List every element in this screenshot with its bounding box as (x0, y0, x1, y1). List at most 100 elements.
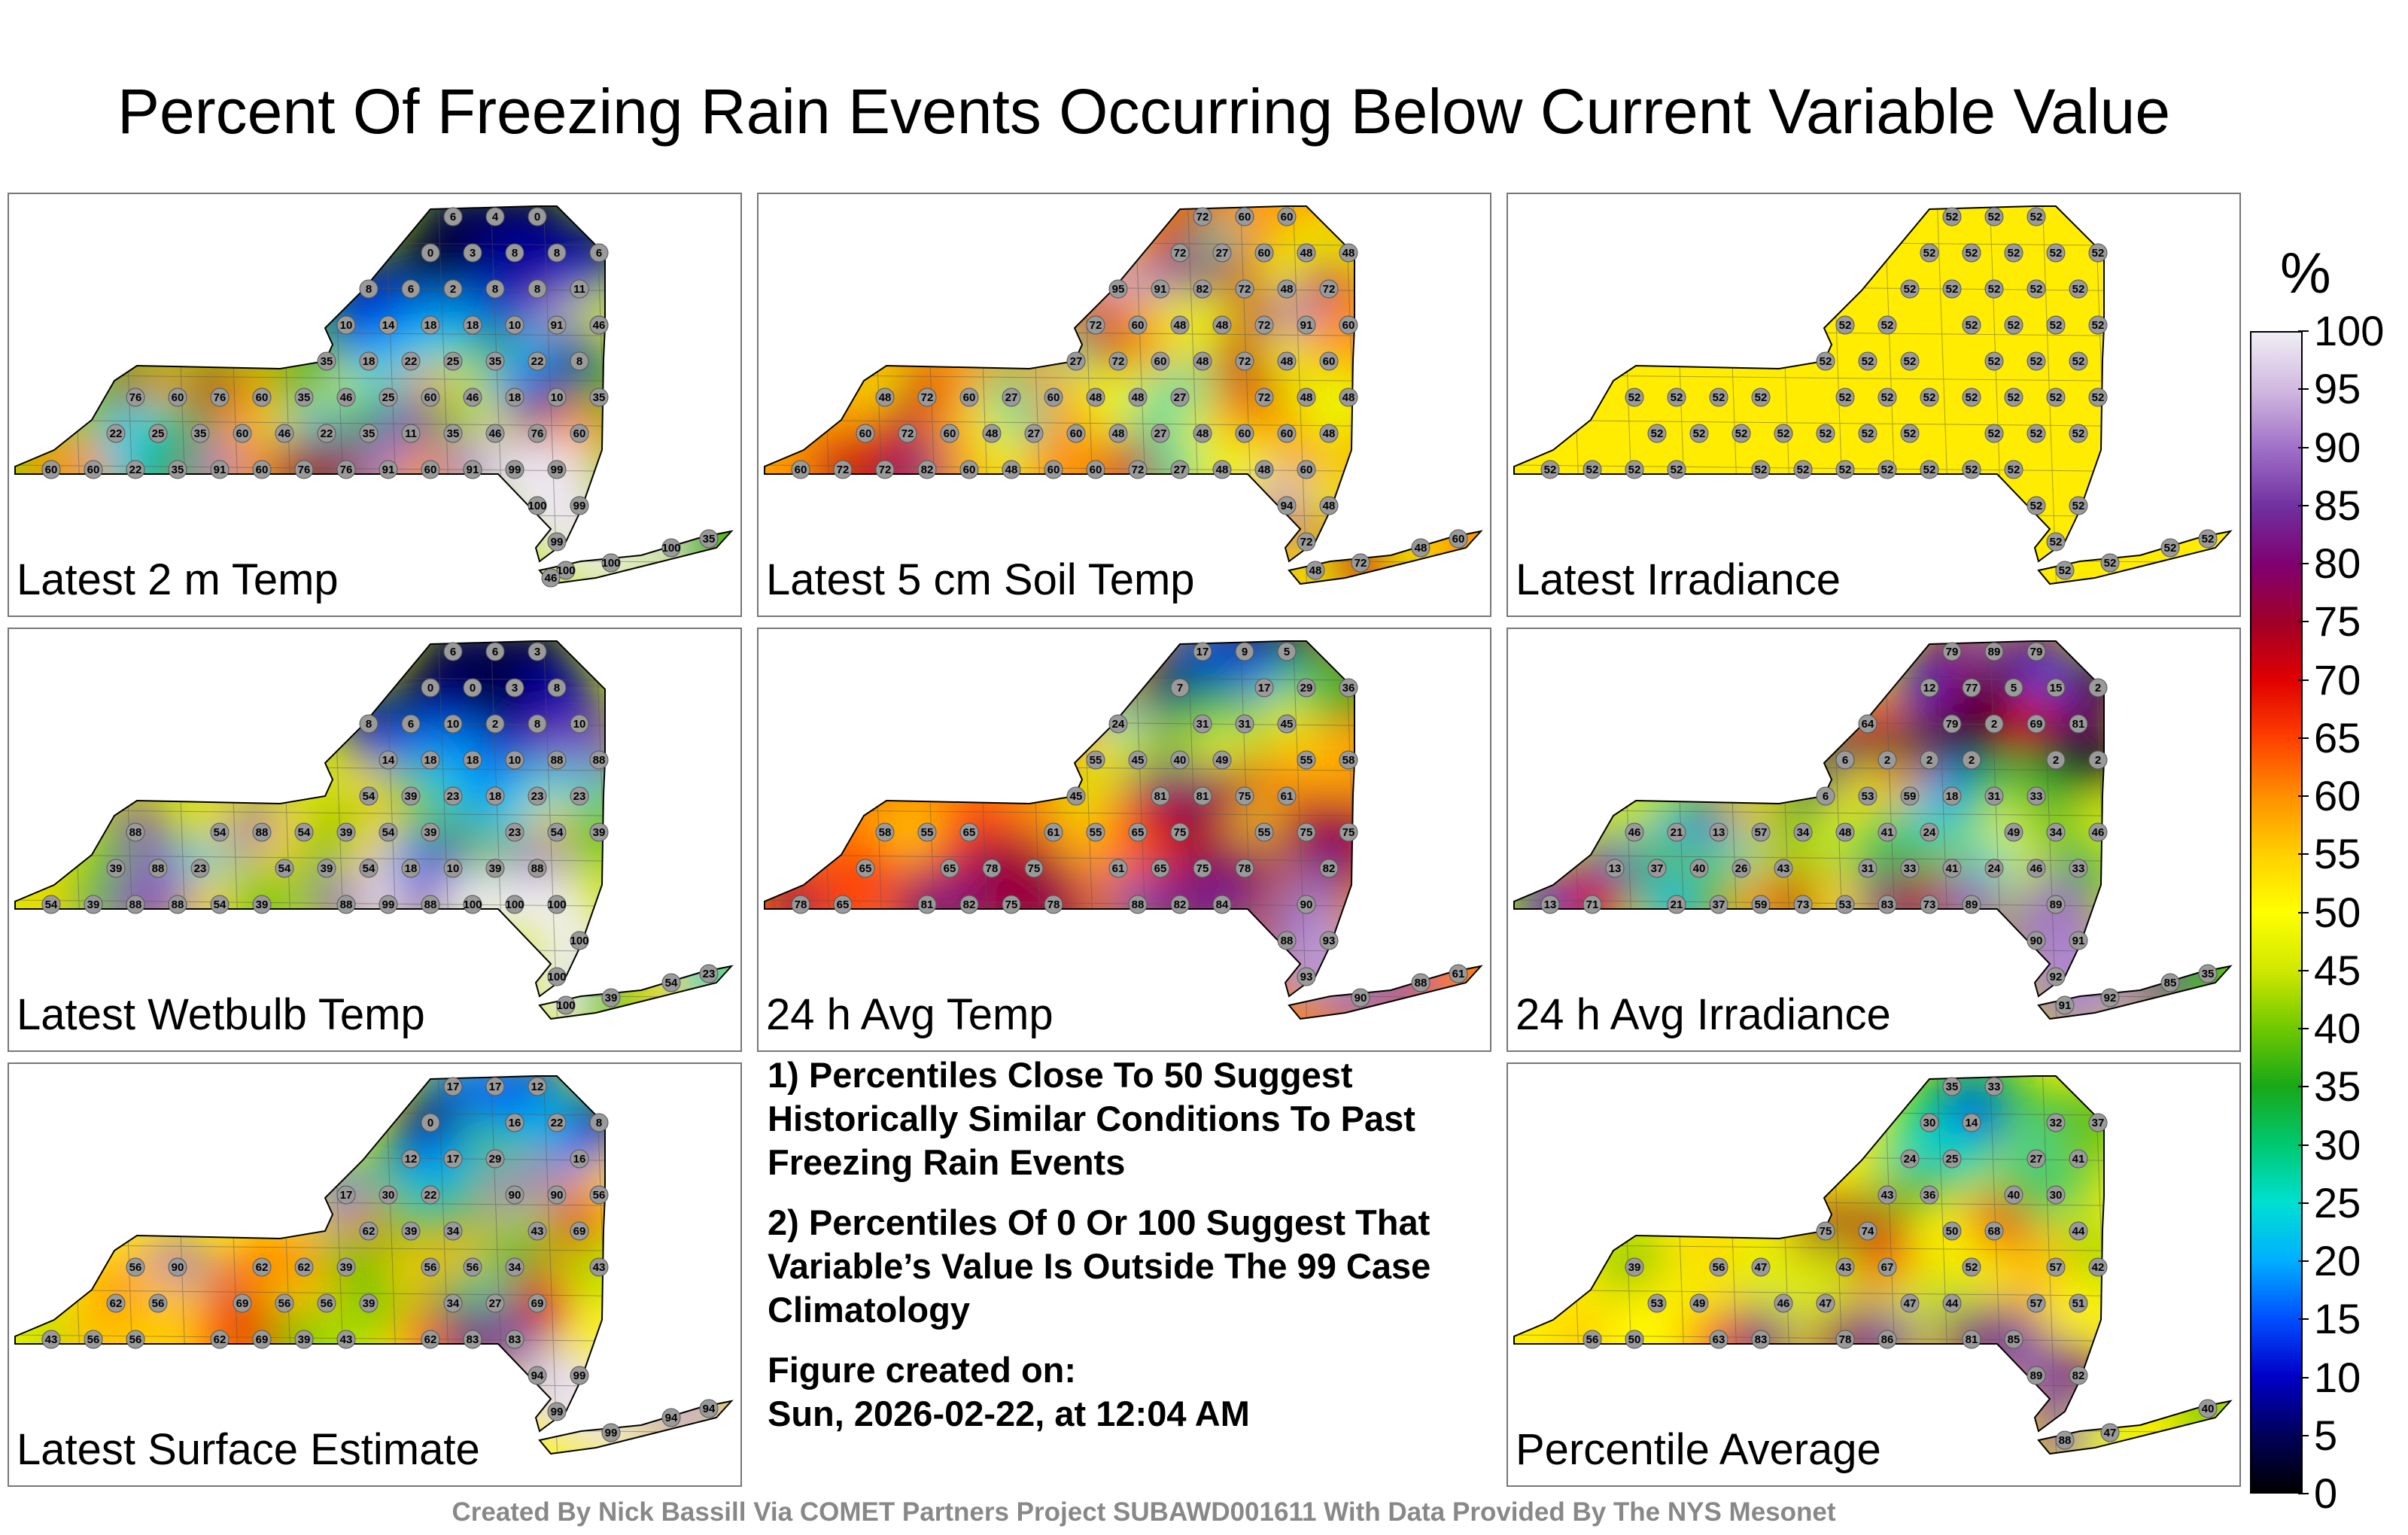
station-value: 75 (1028, 862, 1041, 875)
station-marker (1170, 822, 1190, 842)
station-marker (2198, 1399, 2218, 1418)
station-marker (359, 279, 379, 299)
station-value: 69 (256, 1333, 269, 1346)
station-value: 48 (1342, 391, 1355, 404)
station-value: 85 (2008, 1333, 2020, 1346)
station-marker (1086, 460, 1105, 479)
station-marker (1277, 207, 1297, 226)
station-marker (547, 967, 567, 986)
colorbar-tick-mark (2298, 621, 2309, 623)
station-marker (1942, 1077, 1962, 1096)
station-marker (2004, 822, 2023, 842)
station-marker (2026, 351, 2046, 371)
station-value: 27 (1070, 355, 1083, 368)
station-value: 48 (1281, 355, 1294, 368)
station-marker (1816, 424, 1835, 443)
station-value: 8 (534, 718, 540, 731)
county-line (1567, 641, 1584, 1019)
station-marker (528, 1221, 547, 1241)
station-marker (443, 714, 463, 734)
station-marker (1339, 750, 1358, 770)
station-value: 49 (1693, 1297, 1706, 1310)
station-marker (1625, 1330, 1644, 1349)
station-value: 2 (2095, 682, 2101, 695)
colorbar-tick-mark (2298, 969, 2309, 971)
station-value: 91 (2059, 999, 2072, 1012)
station-marker (2026, 1149, 2046, 1169)
station-value: 60 (1281, 427, 1294, 440)
station-marker (1254, 678, 1274, 698)
station-marker (589, 388, 609, 407)
station-marker (1235, 859, 1254, 878)
station-marker (1625, 1257, 1644, 1277)
station-marker (2026, 207, 2046, 226)
station-value: 52 (2072, 283, 2085, 296)
station-value: 2 (2053, 754, 2059, 767)
station-value: 91 (382, 464, 395, 476)
station-marker (317, 1293, 336, 1313)
station-value: 52 (1839, 391, 1852, 404)
station-marker (1086, 388, 1105, 407)
county-line (818, 206, 835, 584)
station-value: 62 (214, 1333, 227, 1346)
station-value: 64 (1862, 718, 1874, 731)
station-marker (126, 1257, 145, 1277)
station-marker (1170, 460, 1190, 479)
station-marker (252, 388, 272, 407)
station-marker (2004, 315, 2023, 335)
station-marker (168, 388, 187, 407)
station-value: 90 (1300, 898, 1313, 911)
station-marker (1942, 1293, 1962, 1313)
station-marker (1319, 279, 1339, 299)
station-value: 90 (172, 1261, 184, 1274)
station-marker (463, 750, 482, 770)
station-marker (2055, 561, 2075, 580)
station-marker (1920, 1113, 1939, 1132)
station-marker (791, 460, 810, 479)
station-marker (1339, 678, 1358, 698)
station-value: 81 (921, 898, 934, 911)
station-value: 90 (1354, 992, 1367, 1005)
station-value: 72 (1258, 391, 1271, 404)
station-marker (1667, 388, 1686, 407)
panel-label: Latest Wetbulb Temp (17, 990, 425, 1039)
county-line (1514, 509, 2230, 518)
station-value: 83 (1755, 1333, 1768, 1346)
station-marker (148, 424, 168, 443)
station-value: 35 (489, 355, 502, 368)
station-value: 52 (2050, 247, 2063, 260)
station-marker (485, 786, 505, 806)
station-marker (1297, 460, 1316, 479)
station-marker (1877, 460, 1897, 479)
station-value: 60 (963, 391, 976, 404)
station-value: 52 (1862, 427, 1874, 440)
colorbar-tick-mark (2298, 1434, 2309, 1436)
station-value: 92 (2104, 992, 2117, 1005)
station-marker (2069, 496, 2088, 515)
station-marker (1984, 1221, 2004, 1241)
colorbar-tick-label: 75 (2314, 597, 2361, 646)
station-value: 99 (551, 1406, 564, 1418)
station-marker (1086, 750, 1105, 770)
station-value: 60 (1323, 355, 1336, 368)
station-marker (1235, 351, 1254, 371)
station-value: 10 (509, 319, 521, 332)
station-value: 94 (531, 1369, 544, 1382)
station-value: 34 (1797, 826, 1810, 839)
panel-label: Latest 5 cm Soil Temp (766, 555, 1195, 604)
station-marker (1128, 750, 1148, 770)
station-value: 39 (110, 862, 123, 875)
station-marker (1709, 1330, 1728, 1349)
station-value: 84 (1216, 898, 1229, 911)
station-value: 56 (129, 1261, 142, 1274)
station-marker (917, 388, 937, 407)
station-marker (233, 1293, 252, 1313)
station-value: 52 (2072, 500, 2085, 512)
station-marker (1170, 678, 1190, 698)
station-value: 48 (1258, 464, 1271, 476)
station-marker (1339, 388, 1358, 407)
notes: 1) Percentiles Close To 50 Suggest Histo… (768, 1053, 1482, 1436)
station-value: 23 (573, 790, 586, 803)
station-marker (1151, 279, 1170, 299)
